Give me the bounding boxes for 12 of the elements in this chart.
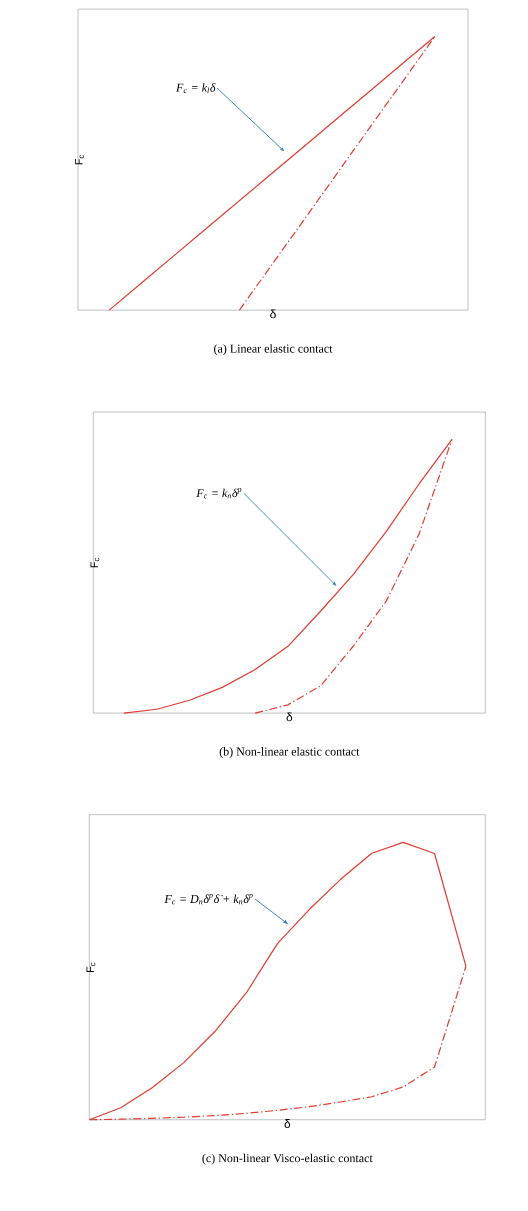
x-axis-title: δ [284,1119,291,1128]
x-axis-title: δ [270,309,276,319]
annotation: F$_{c}$ = k$_{l}$δ [175,83,216,93]
text: F$_{c}$ = D$_{n}$δ$^{p}$δ̇ + k$_{n}$δ$^{p}$ [164,894,253,905]
y-axis-title: F$_{c}$ [90,557,100,568]
text: (b) Non-linear elastic contact [219,747,360,758]
x-axis-title: δ [286,712,293,722]
text: (c) Non-linear Visco-elastic contact [202,1153,373,1165]
text: (a) Linear elastic contact [214,344,333,356]
y-axis-title: F$_{c}$ [86,962,96,972]
y-axis-title: F$_{c}$ [75,154,84,165]
annotation: F$_{c}$ = k$_{n}$δ$^{p}$ [196,488,242,499]
